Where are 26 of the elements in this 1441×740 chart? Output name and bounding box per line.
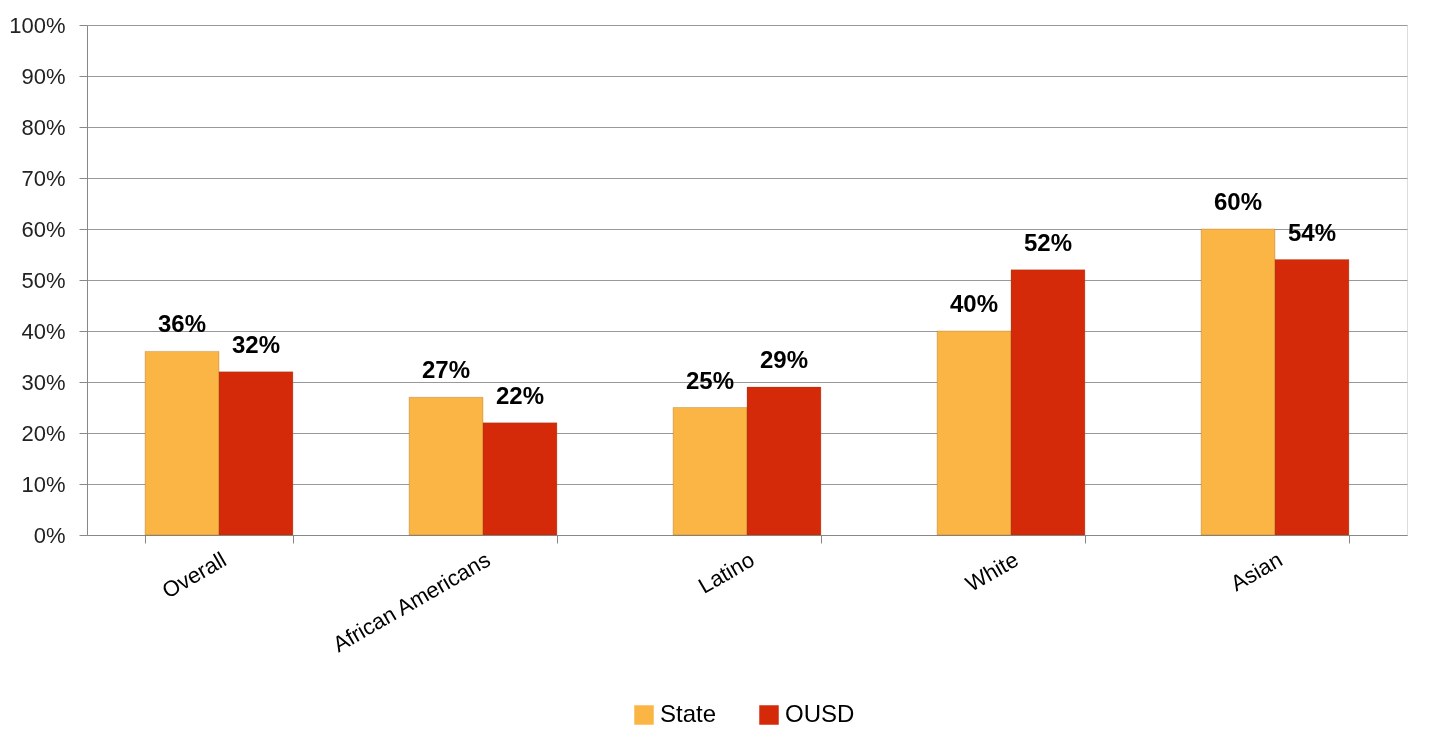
x-tick-label: White <box>961 546 1023 597</box>
y-tick-label: 20% <box>21 420 66 446</box>
data-label: 22% <box>495 381 544 409</box>
x-tick-label: Latino <box>694 546 759 599</box>
y-tick-label: 100% <box>9 12 66 38</box>
y-tick-label: 10% <box>21 471 66 497</box>
data-label: 52% <box>1023 228 1072 256</box>
y-tick-label: 0% <box>33 522 66 548</box>
y-tick-label: 40% <box>21 318 66 344</box>
data-label: 40% <box>950 290 999 317</box>
y-tick-label: 80% <box>21 114 66 140</box>
y-tick-label: 60% <box>21 216 66 242</box>
legend-label: OUSD <box>785 700 855 727</box>
y-tick-label: 90% <box>21 63 66 89</box>
legend-label: State <box>660 700 717 727</box>
x-tick-label: Asian <box>1226 546 1287 597</box>
data-label: 32% <box>231 330 280 358</box>
y-tick-label: 50% <box>21 267 66 293</box>
data-label: 60% <box>1214 188 1263 215</box>
y-tick-label: 30% <box>21 369 66 395</box>
data-label: 54% <box>1287 218 1336 246</box>
data-label: 25% <box>686 366 735 394</box>
data-label: 29% <box>759 346 808 374</box>
data-label: 36% <box>158 310 207 338</box>
data-label: 27% <box>422 356 471 384</box>
y-tick-label: 70% <box>21 165 66 191</box>
